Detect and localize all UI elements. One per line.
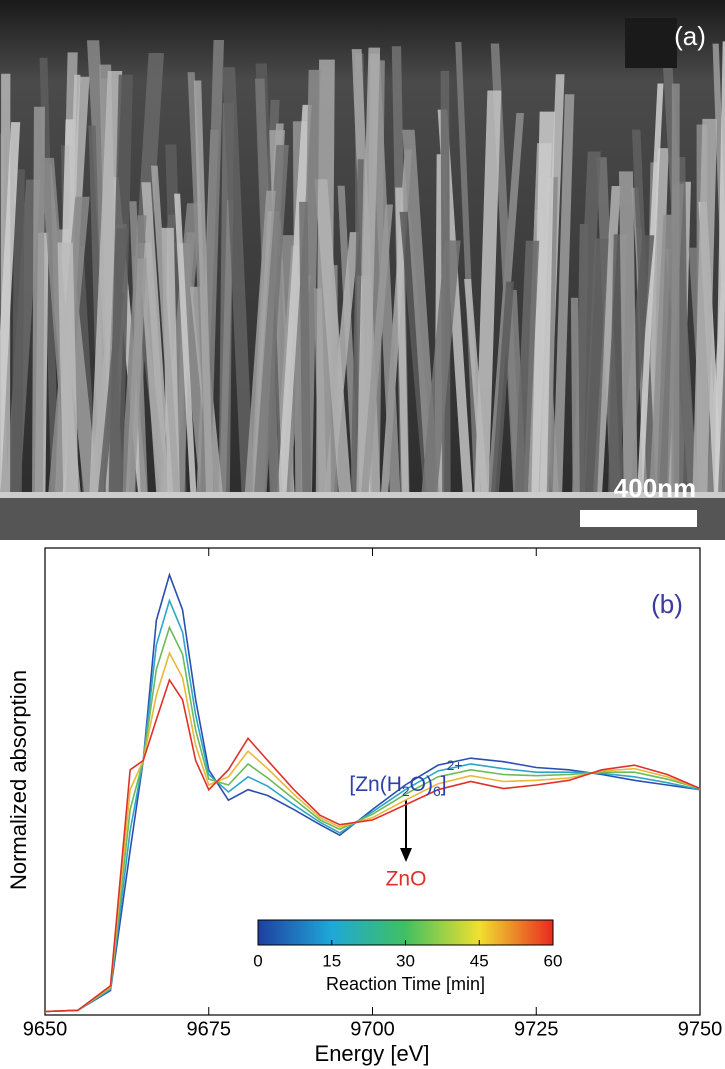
label-box <box>625 18 677 68</box>
spectrum-line <box>45 601 700 1012</box>
x-tick-label: 9750 <box>678 1018 723 1040</box>
nanowire <box>671 84 679 495</box>
annotation-part: O) <box>410 773 433 796</box>
colorbar-tick-label: 30 <box>396 951 415 970</box>
page: (a) 400nm (b) Energy [eV] Normalized abs… <box>0 0 725 1069</box>
scale-bar <box>580 510 697 527</box>
arrow-head <box>400 848 412 862</box>
colorbar-tick-label: 0 <box>253 951 262 970</box>
annotation-part: ] <box>441 773 447 796</box>
colorbar-label: Reaction Time [min] <box>326 974 485 994</box>
annotation: ZnO <box>386 868 427 891</box>
scale-text: 400nm <box>614 473 696 503</box>
colorbar-tick-label: 60 <box>544 951 563 970</box>
panel-label: (a) <box>674 21 706 51</box>
x-tick-label: 9725 <box>514 1018 559 1040</box>
colorbar-tick-label: 15 <box>322 951 341 970</box>
spectrum-line <box>45 680 700 1012</box>
annotation-part: 6 <box>433 783 441 799</box>
x-tick-label: 9675 <box>187 1018 232 1040</box>
figure: (a) 400nm (b) Energy [eV] Normalized abs… <box>0 0 725 1069</box>
spectrum-line <box>45 653 700 1011</box>
y-axis-label: Normalized absorption <box>6 670 31 890</box>
x-tick-label: 9700 <box>350 1018 395 1040</box>
annotation-part: 2+ <box>447 757 463 773</box>
colorbar-tick-label: 45 <box>470 951 489 970</box>
panel-label: (b) <box>651 589 683 619</box>
annotation-part: 2 <box>402 783 410 799</box>
annotation-part: [Zn(H <box>349 773 402 796</box>
x-axis-label: Energy [eV] <box>315 1041 430 1066</box>
x-tick-label: 9650 <box>23 1018 68 1040</box>
